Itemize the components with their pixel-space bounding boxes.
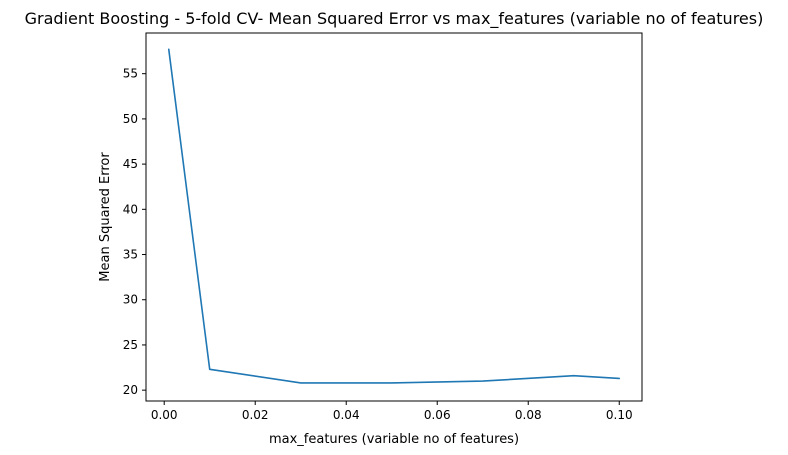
y-tick-label: 45 [123,157,138,171]
y-axis-label: Mean Squared Error [98,152,113,282]
x-tick-label: 0.10 [606,408,633,422]
x-tick-label: 0.08 [515,408,542,422]
x-tick-label: 0.06 [424,408,451,422]
y-tick-label: 40 [123,202,138,216]
chart-title: Gradient Boosting - 5-fold CV- Mean Squa… [25,9,764,29]
y-tick-label: 55 [123,67,138,81]
y-tick-label: 25 [123,338,138,352]
y-axis-ticks: 20 25 30 35 40 45 50 55 [123,67,146,397]
y-tick-label: 50 [123,112,138,126]
series-line [167,48,621,384]
x-axis-label: max_features (variable no of features) [269,432,519,447]
x-tick-label: 0.04 [333,408,360,422]
x-tick-label: 0.00 [151,408,178,422]
y-tick-label: 30 [123,293,138,307]
y-tick-label: 35 [123,248,138,262]
series-layer [167,48,621,384]
plot-frame [145,32,643,402]
y-tick-label: 20 [123,383,138,397]
x-axis-ticks: 0.00 0.02 0.04 0.06 0.08 0.10 [151,401,633,422]
x-tick-label: 0.02 [242,408,269,422]
